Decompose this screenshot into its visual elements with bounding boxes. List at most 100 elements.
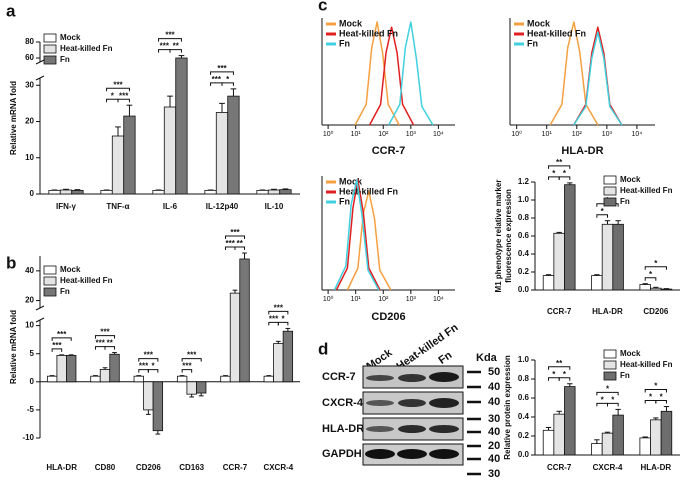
bar: [553, 413, 565, 456]
bar: [66, 354, 77, 383]
error-bar: [642, 283, 648, 285]
significance-label: ***: [119, 91, 129, 100]
significance-label: ***: [100, 328, 110, 337]
error-bar: [642, 436, 648, 438]
legend-label: Heat-killed Fn: [620, 360, 673, 369]
significance-bracket: [277, 321, 289, 326]
legend-label: Mock: [339, 176, 363, 186]
significance-bracket: [596, 391, 619, 396]
x-tick-label: CXCR-4: [593, 463, 623, 472]
error-bar: [102, 367, 108, 370]
bar: [143, 381, 154, 411]
legend-label: Fn: [620, 371, 630, 380]
x-tick-label: 10²: [572, 131, 583, 138]
error-bar: [74, 189, 81, 191]
x-tick-label: IL-12p40: [206, 202, 239, 211]
y-tick-label: 40: [25, 266, 34, 275]
bar: [553, 232, 565, 291]
significance-label: *: [654, 259, 658, 268]
x-tick-label: CCR-7: [547, 463, 572, 472]
y-tick-label: 0.0: [518, 450, 530, 459]
bar: [267, 189, 281, 195]
bar: [273, 343, 284, 383]
bar: [239, 258, 250, 383]
blot-row-label: CCR-7: [322, 371, 356, 383]
bar: [639, 437, 651, 456]
significance-bracket: [158, 38, 182, 42]
error-bar: [219, 102, 225, 113]
significance-bracket: [51, 337, 72, 341]
axis-break: [35, 317, 45, 323]
significance-label: *: [649, 270, 653, 279]
significance-label: *: [660, 393, 664, 402]
marker-label: 20: [488, 440, 500, 452]
marker-label: 40: [488, 396, 500, 408]
panel-label: c: [318, 0, 327, 14]
x-tick-label: HLA-DR: [592, 307, 623, 316]
blot-band: [366, 400, 394, 406]
x-tick-label: 10⁴: [433, 131, 444, 138]
legend-label: Fn: [620, 197, 630, 206]
y-axis-label: Relative protein expression: [503, 355, 512, 460]
significance-bracket: [224, 235, 246, 240]
x-tick-label: IFN-γ: [56, 202, 77, 211]
error-bar: [93, 375, 98, 377]
error-bar: [594, 274, 600, 276]
legend-swatch: [43, 265, 57, 275]
significance-bracket: [181, 358, 202, 362]
error-bar: [178, 55, 185, 58]
bar: [256, 189, 269, 195]
bar: [227, 95, 240, 195]
significance-label: ***: [217, 64, 227, 73]
significance-bracket: [169, 49, 182, 53]
bar: [59, 189, 73, 195]
y-tick-label: 0.6: [518, 393, 530, 402]
significance-label: *: [552, 370, 556, 379]
histogram-curve: [388, 21, 434, 126]
y-tick-label: 0.4: [518, 412, 530, 421]
bar: [564, 184, 576, 291]
significance-label: ***: [269, 315, 279, 324]
significance-label: ***: [96, 339, 106, 348]
bar: [612, 223, 624, 291]
significance-label: **: [556, 158, 563, 167]
legend-label: Fn: [339, 38, 350, 48]
legend-label: Heat-killed Fn: [527, 28, 586, 38]
bar: [175, 57, 188, 195]
significance-bracket: [268, 310, 289, 315]
significance-label: ***: [226, 239, 236, 248]
legend-swatch: [43, 287, 57, 297]
axis-break: [35, 75, 45, 81]
marker-label: 40: [488, 453, 500, 465]
legend-label: Heat-killed Fn: [60, 276, 113, 285]
bar: [204, 189, 217, 195]
error-bar: [615, 220, 621, 225]
error-bar: [126, 104, 133, 117]
error-bar: [167, 95, 173, 107]
bar: [612, 414, 624, 456]
legend-label: Fn: [60, 287, 70, 296]
bar: [46, 375, 58, 383]
error-bar: [242, 252, 247, 259]
y-axis-label: Relative mRNA fold: [9, 81, 18, 155]
error-bar: [63, 188, 69, 191]
y-tick-label: 0.4: [518, 249, 530, 258]
x-tick-label: 10³: [406, 296, 417, 303]
legend-label: Mock: [527, 18, 551, 28]
bar: [71, 189, 84, 195]
y-tick-label: 5: [30, 349, 35, 358]
y-tick-label: 60: [25, 53, 34, 62]
bar: [639, 284, 651, 291]
significance-label: ***: [165, 31, 175, 40]
x-tick-label: 10¹: [351, 131, 362, 138]
bar: [650, 419, 662, 456]
legend-swatch: [603, 371, 617, 381]
error-bar: [653, 417, 659, 420]
legend-swatch: [603, 349, 617, 359]
error-bar: [567, 383, 573, 387]
significance-bracket: [221, 82, 234, 86]
bar: [229, 292, 241, 383]
legend-label: Heat-killed Fn: [60, 44, 113, 53]
error-bar: [594, 439, 600, 444]
significance-bracket: [607, 402, 619, 407]
